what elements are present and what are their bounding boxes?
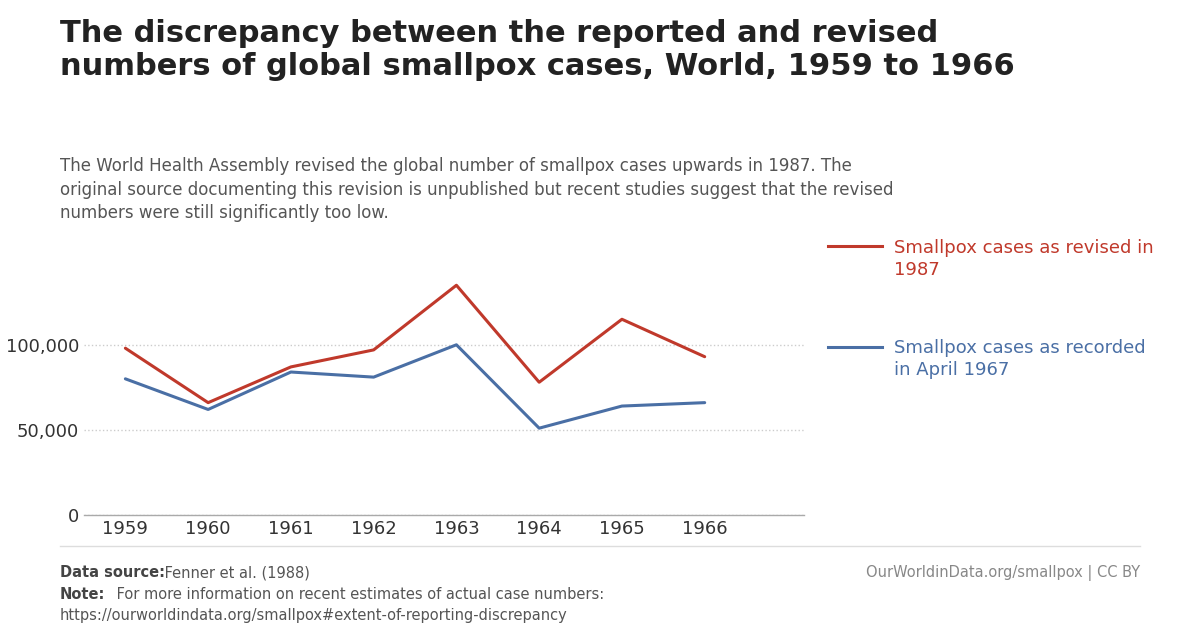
Text: For more information on recent estimates of actual case numbers:: For more information on recent estimates… xyxy=(112,587,604,602)
Text: https://ourworldindata.org/smallpox#extent-of-reporting-discrepancy: https://ourworldindata.org/smallpox#exte… xyxy=(60,608,568,623)
Text: Smallpox cases as revised in
1987: Smallpox cases as revised in 1987 xyxy=(894,239,1153,279)
Text: Our World
in Data: Our World in Data xyxy=(1074,33,1158,67)
Text: The discrepancy between the reported and revised
numbers of global smallpox case: The discrepancy between the reported and… xyxy=(60,19,1015,82)
Text: Fenner et al. (1988): Fenner et al. (1988) xyxy=(160,565,310,580)
Text: OurWorldinData.org/smallpox | CC BY: OurWorldinData.org/smallpox | CC BY xyxy=(866,565,1140,581)
Text: The World Health Assembly revised the global number of smallpox cases upwards in: The World Health Assembly revised the gl… xyxy=(60,157,894,222)
Text: Note:: Note: xyxy=(60,587,106,602)
Text: Data source:: Data source: xyxy=(60,565,166,580)
Text: Smallpox cases as recorded
in April 1967: Smallpox cases as recorded in April 1967 xyxy=(894,339,1146,379)
